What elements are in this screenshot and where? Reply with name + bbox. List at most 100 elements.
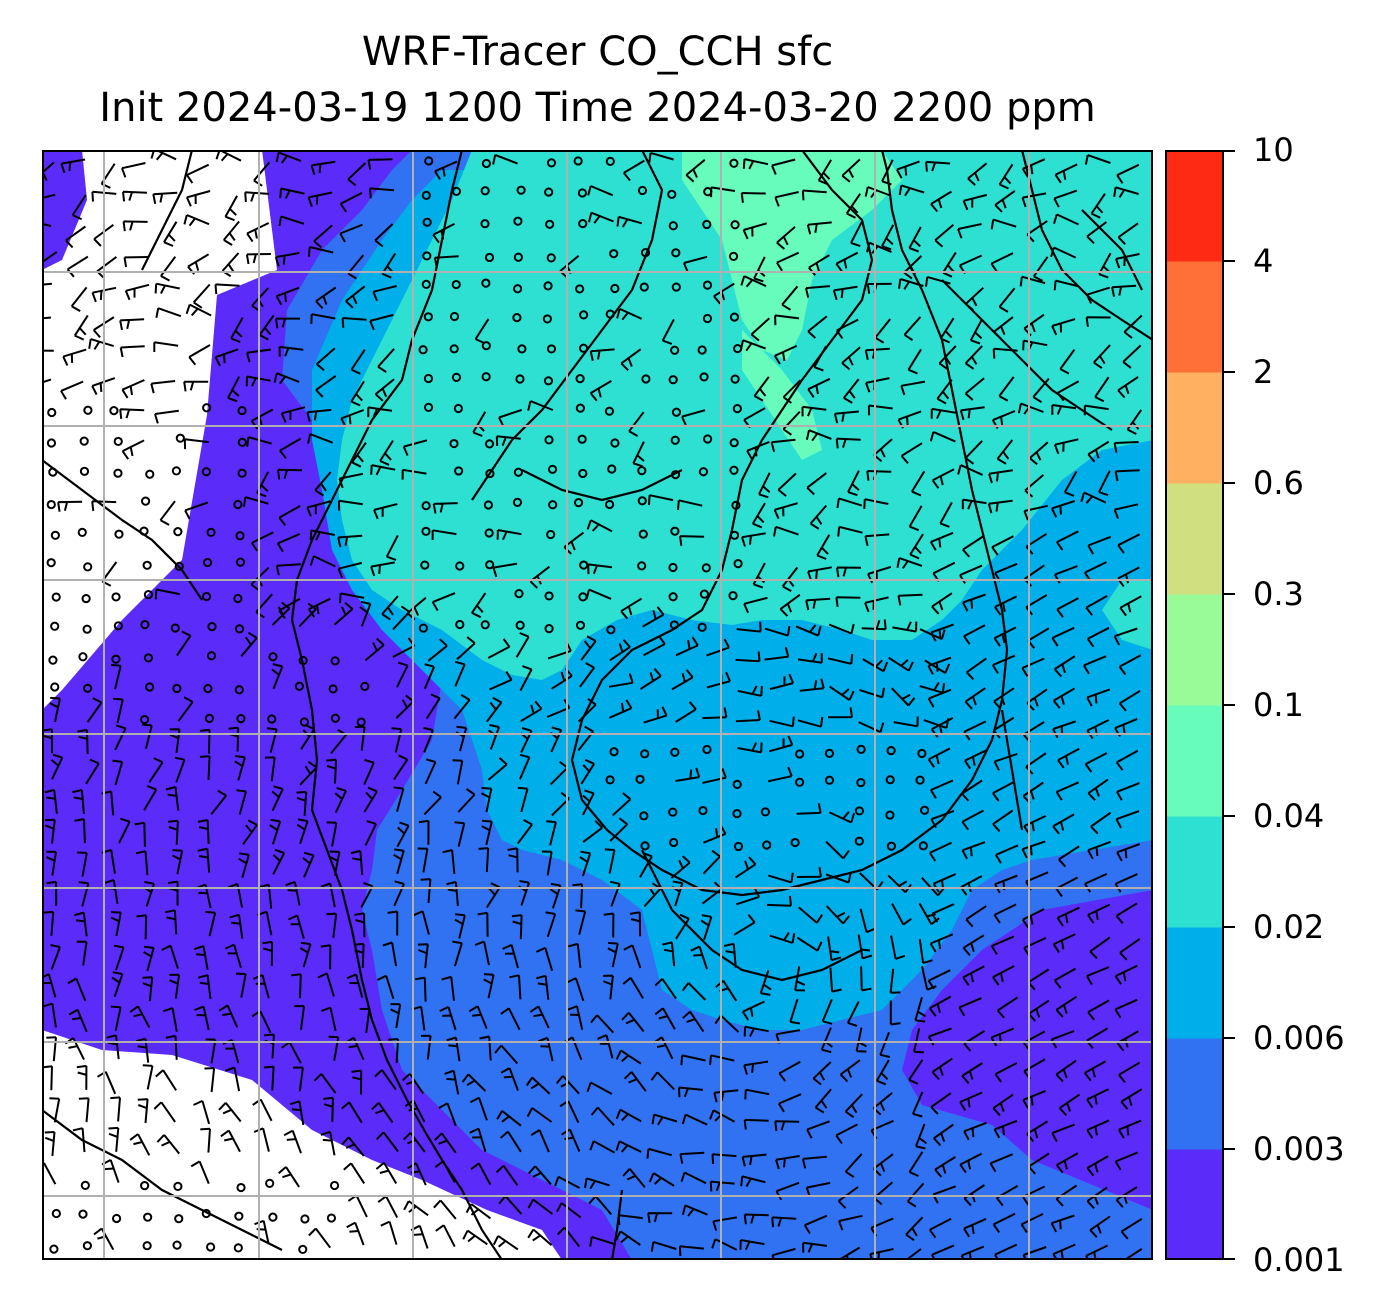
wind-barb [743, 1118, 769, 1130]
wind-barb [123, 256, 149, 268]
wind-barb [1083, 404, 1109, 416]
wind-barb [766, 895, 792, 907]
calm-wind-marker [206, 651, 217, 661]
calm-wind-marker [82, 683, 93, 693]
calm-wind-marker [605, 309, 615, 319]
wind-barb [417, 847, 429, 873]
calm-wind-marker [484, 528, 494, 538]
wind-barb [992, 809, 1014, 832]
wind-barb [1086, 626, 1110, 648]
wind-barb [735, 710, 761, 723]
wind-barb [481, 787, 493, 813]
wind-barb [807, 377, 831, 398]
wind-barb [590, 1106, 615, 1126]
wind-barb [700, 914, 713, 941]
wind-barb [589, 348, 615, 362]
wind-barb [767, 766, 793, 783]
wind-barb [433, 255, 459, 268]
calm-wind-marker [703, 434, 713, 444]
wind-barb [796, 803, 822, 815]
calm-wind-marker [418, 623, 428, 633]
wind-barb [121, 379, 145, 399]
wind-barb [623, 944, 642, 969]
wind-barb [45, 818, 56, 844]
calm-wind-marker [856, 777, 866, 788]
wind-barb [385, 534, 399, 561]
calm-wind-marker [418, 345, 428, 355]
wind-barb [1054, 163, 1078, 184]
wind-barb [603, 912, 615, 938]
wind-barb [42, 378, 52, 384]
calm-wind-marker [455, 561, 465, 571]
calm-wind-marker [206, 1242, 216, 1252]
calm-wind-marker [512, 312, 522, 323]
wind-barb [516, 819, 533, 845]
calm-wind-marker [668, 221, 678, 231]
wind-barb [60, 158, 86, 174]
wind-barb [994, 190, 1016, 213]
wind-barb [881, 159, 894, 186]
colorbar-tick-label: 10 [1253, 131, 1294, 169]
wind-barb [427, 638, 448, 662]
wind-barb [62, 348, 87, 366]
wind-barb [454, 913, 466, 939]
wind-barb [444, 1069, 460, 1095]
wind-barb [1021, 158, 1046, 178]
wind-barb [541, 850, 553, 876]
wind-barb [1117, 376, 1139, 399]
calm-wind-marker [516, 185, 526, 195]
calm-wind-marker [824, 775, 835, 785]
wind-barb [839, 1059, 861, 1083]
calm-wind-marker [174, 1214, 184, 1224]
calm-wind-marker [171, 466, 182, 476]
wind-barb [439, 1005, 457, 1031]
wind-barb [236, 789, 247, 815]
wind-barb [1116, 163, 1140, 184]
wind-barb [801, 189, 827, 201]
wind-barb [183, 214, 210, 227]
wind-barb [844, 1153, 863, 1178]
wind-barb [841, 158, 861, 183]
wind-barb [119, 318, 145, 331]
wind-barb [965, 905, 987, 928]
calm-wind-marker [667, 189, 677, 199]
wind-barb [165, 909, 178, 935]
calm-wind-marker [202, 557, 213, 568]
wind-barb [278, 1166, 300, 1188]
wind-barb [502, 943, 519, 969]
wind-barb [509, 974, 522, 1000]
wind-barb [911, 1091, 924, 1118]
wind-barb [154, 409, 179, 424]
wind-barb [927, 747, 951, 768]
wind-barb [1056, 906, 1080, 927]
wind-barb [177, 696, 194, 722]
wind-barb [452, 940, 463, 967]
wind-barb [1117, 222, 1139, 245]
calm-wind-marker [422, 217, 432, 227]
wind-barb [470, 1162, 492, 1185]
calm-wind-marker [915, 775, 925, 785]
wind-barb [1057, 747, 1080, 769]
colorbar-band-8 [1166, 261, 1223, 373]
colorbar-tick-label: 0.1 [1253, 686, 1304, 724]
wind-barb [1051, 500, 1076, 518]
wind-barb [277, 468, 303, 480]
calm-wind-marker [236, 713, 246, 724]
calm-wind-marker [668, 375, 678, 385]
wind-barb [924, 659, 951, 674]
wind-barb [616, 215, 643, 228]
wind-barb [492, 562, 518, 578]
wind-barb [1093, 344, 1111, 369]
calm-wind-marker [545, 219, 555, 229]
wind-barb [995, 844, 1019, 864]
wind-barb [702, 849, 721, 875]
wind-barb [1113, 503, 1139, 520]
wind-barb [333, 601, 354, 626]
wind-barb [77, 851, 88, 877]
wind-barb [441, 975, 455, 1001]
wind-barb [474, 318, 490, 345]
wind-barb [1087, 999, 1110, 1021]
wind-barb [743, 1060, 769, 1075]
calm-wind-marker [575, 374, 585, 384]
calm-wind-marker [729, 312, 740, 322]
